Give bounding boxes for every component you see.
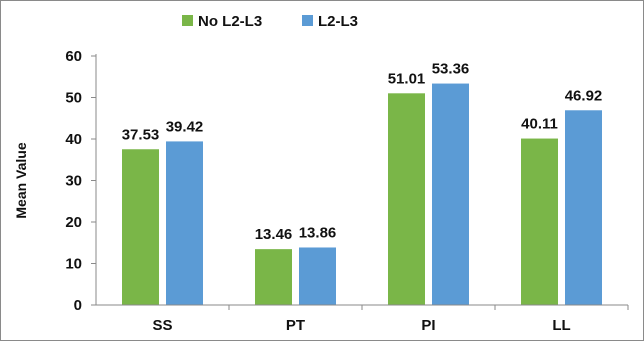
legend: No L2-L3 L2-L3	[182, 13, 358, 30]
x-axis: SS PT PI LL	[152, 305, 629, 334]
y-axis-title: Mean Value	[13, 142, 29, 218]
x-tick-label: LL	[552, 317, 570, 334]
data-label: 40.11	[521, 116, 558, 133]
y-axis: 0 10 20 30 40 50 60	[65, 48, 96, 314]
bar	[255, 249, 292, 305]
y-tick-label: 10	[65, 256, 82, 273]
legend-label: L2-L3	[318, 13, 358, 30]
data-label: 13.46	[255, 226, 293, 243]
data-label: 39.42	[166, 118, 204, 135]
legend-swatch	[182, 15, 193, 26]
data-label: 53.36	[432, 61, 470, 78]
legend-label: No L2-L3	[198, 13, 262, 30]
y-tick-label: 20	[65, 214, 82, 231]
data-labels: 37.53 39.42 13.46 13.86 51.01 53.36 40.11 46.92	[122, 61, 603, 244]
y-tick-label: 40	[65, 131, 82, 148]
data-label: 13.86	[299, 224, 337, 241]
bars	[122, 83, 602, 305]
y-tick-label: 30	[65, 173, 82, 190]
bar	[521, 138, 558, 305]
data-label: 46.92	[565, 87, 603, 104]
data-label: 37.53	[122, 126, 160, 143]
x-tick-label: PT	[286, 317, 305, 334]
bar	[299, 247, 336, 305]
x-tick-label: PI	[421, 317, 435, 334]
bar	[565, 110, 602, 305]
bar	[388, 93, 425, 305]
y-tick-label: 50	[65, 90, 82, 107]
x-tick-label: SS	[152, 317, 172, 334]
bar	[122, 149, 159, 305]
bar	[432, 83, 469, 305]
data-label: 51.01	[388, 70, 426, 87]
bar	[166, 141, 203, 305]
legend-swatch	[302, 15, 313, 26]
y-tick-label: 60	[65, 48, 82, 65]
y-tick-label: 0	[74, 297, 82, 314]
